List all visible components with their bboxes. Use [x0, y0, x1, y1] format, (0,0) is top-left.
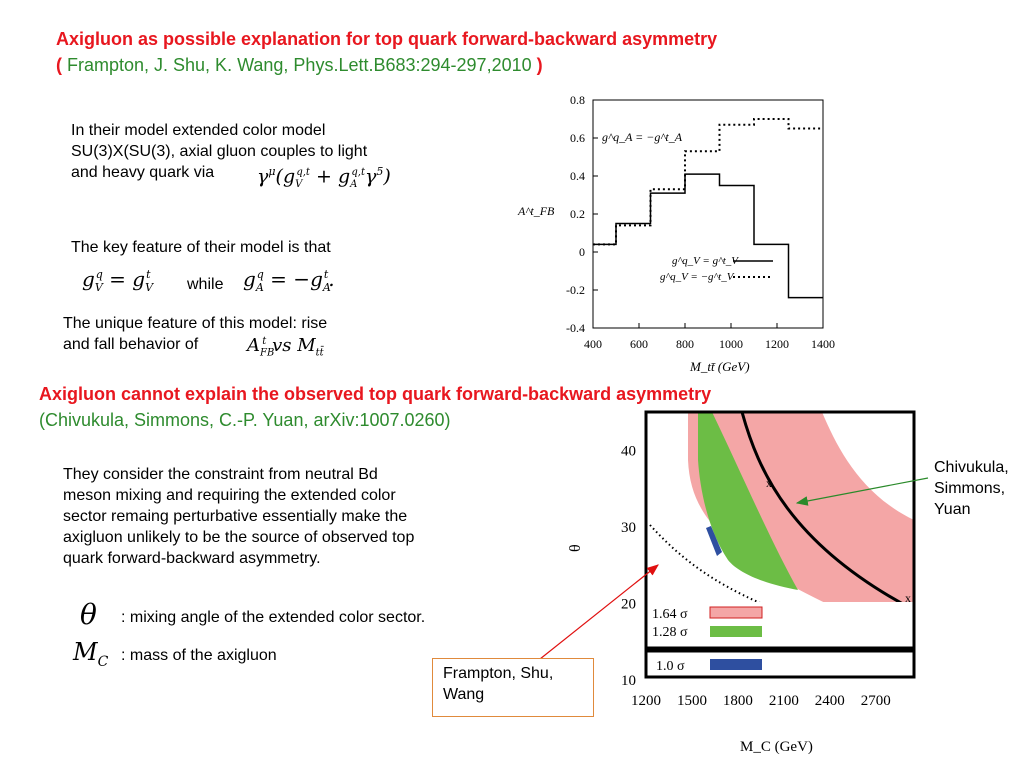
marker-x: x [905, 591, 911, 605]
while-word: while [187, 276, 224, 293]
chivukula-label-line: Simmons, [934, 480, 1006, 497]
paragraph-line: axigluon unlikely to be the source of ob… [63, 529, 415, 546]
afb-ticks: 400 600 800 1000 1200 1400 0.8 0.6 0.4 0.2 0 -0.2 -0… [566, 93, 835, 351]
unique-feature-text: The unique feature of this model: rise a… [63, 313, 403, 355]
exclusion-x-tick-label: 2700 [861, 693, 891, 709]
unique-line: The unique feature of this model: rise [63, 315, 328, 332]
exclusion-y-tick-label: 40 [621, 443, 636, 459]
chivukula-label-line: Yuan [934, 501, 971, 518]
frampton-label: Frampton, Shu, Wang [432, 658, 594, 717]
theta-definition: : mixing angle of the extended color sec… [121, 609, 426, 626]
afb-x-tick-label: 1000 [719, 337, 743, 351]
constraint-paragraph: They consider the constraint from neutra… [63, 464, 513, 569]
model-line: and heavy quark via [71, 164, 215, 181]
paragraph-line: meson mixing and requiring the extended … [63, 487, 396, 504]
exclusion-plot-frame [644, 410, 916, 650]
afb-y-tick-label: -0.4 [566, 321, 585, 335]
afb-y-tick-label: 0 [579, 245, 585, 259]
marker-x: x [766, 476, 772, 490]
section2-title: Axigluon cannot explain the observed top… [39, 384, 712, 404]
vector-coupling-equation: gVq = gVt [82, 267, 154, 294]
exclusion-xlabel: M_C (GeV) [740, 739, 813, 755]
model-line: SU(3)X(SU(3), axial gluon couples to lig… [71, 143, 368, 160]
exclusion-x-tick-label: 1800 [723, 693, 753, 709]
afb-x-tick-label: 400 [584, 337, 602, 351]
afb-y-tick-label: 0.2 [570, 207, 585, 221]
afb-y-tick-label: 0.6 [570, 131, 585, 145]
exclusion-chart: x x 1.64 σ 1.28 σ 1.0 σ 1200 1500 1800 2100… [567, 410, 916, 755]
afb-y-tick-label: 0.8 [570, 93, 585, 107]
mc-definition: : mass of the axigluon [121, 647, 277, 664]
legend-box-lower [644, 649, 916, 679]
legend-1p0-swatch [710, 659, 762, 670]
afb-series-vv-equal [593, 173, 823, 299]
afb-x-tick-label: 1400 [811, 337, 835, 351]
afb-ylabel: A^t_FB [517, 204, 555, 218]
axial-coupling-equation: gAq = −gAt. [243, 267, 335, 294]
frampton-label-line: Wang [443, 686, 485, 703]
section1-citation: Frampton, J. Shu, K. Wang, Phys.Lett.B68… [62, 55, 537, 75]
afb-vs-mtt-expression: AFBt vs Mtt̄ [247, 335, 324, 359]
afb-y-tick-label: 0.4 [570, 169, 585, 183]
afb-x-tick-label: 600 [630, 337, 648, 351]
exclusion-y-tick-label: 20 [621, 596, 636, 612]
legend-1p0-label: 1.0 σ [656, 659, 685, 674]
legend-1p64-label: 1.64 σ [652, 607, 688, 622]
paragraph-line: sector remaing perturbative essentially … [63, 508, 408, 525]
section2-citation: (Chivukula, Simmons, C.-P. Yuan, arXiv:1… [39, 410, 451, 430]
unique-line: and fall behavior of [63, 336, 199, 353]
exclusion-ticks: 1200 1500 1800 2100 2400 2700 40 30 20 10 [621, 443, 891, 709]
mc-symbol: MC [73, 638, 109, 670]
afb-xlabel: M_tt̄ (GeV) [689, 359, 750, 374]
exclusion-y-tick-label: 30 [621, 520, 636, 536]
chivukula-label-line: Chivukula, [934, 459, 1009, 476]
afb-y-tick-label: -0.2 [566, 283, 585, 297]
exclusion-x-tick-label: 2400 [815, 693, 845, 709]
band-1p28-sigma [698, 412, 798, 590]
exclusion-x-tick-label: 2100 [769, 693, 799, 709]
band-1p0-sigma [706, 526, 722, 556]
model-line: In their model extended color model [71, 122, 326, 139]
frampton-label-line: Frampton, Shu, [443, 665, 554, 682]
afb-annotation: g^q_A = −g^t_A [602, 130, 683, 144]
exclusion-y-tick-label: 10 [621, 673, 636, 689]
section1-title: Axigluon as possible explanation for top… [56, 29, 718, 49]
chivukula-label: Chivukula, Simmons, Yuan [934, 457, 1024, 520]
exclusion-x-tick-label: 1500 [677, 693, 707, 709]
theta-symbol: θ [80, 598, 97, 631]
legend-1p64-swatch [709, 606, 763, 619]
legend-1p28-swatch [710, 626, 762, 637]
citation-close-paren: ) [536, 55, 543, 75]
perturbative-boundary [649, 524, 910, 648]
exclusion-x-tick-label: 1200 [631, 693, 661, 709]
afb-legend-dotted-label: g^q_V = −g^t_V [660, 271, 735, 283]
exclusion-ylabel: θ [567, 544, 584, 552]
paragraph-line: quark forward-backward asymmetry. [63, 550, 321, 567]
citation-open-paren: ( [56, 55, 62, 75]
afb-x-tick-label: 800 [676, 337, 694, 351]
afb-series-vv-opposite [593, 118, 823, 246]
key-feature-text: The key feature of their model is that [71, 239, 331, 256]
section1-citation-line: ( Frampton, J. Shu, K. Wang, Phys.Lett.B… [56, 55, 543, 76]
model-description: In their model extended color model SU(3… [71, 120, 471, 183]
legend-box-upper [646, 602, 914, 648]
coupling-formula: γμ(gVq,t + gAq,tγ5) [257, 165, 391, 191]
afb-legend-solid-label: g^q_V = g^t_V [672, 255, 739, 267]
afb-chart: 400 600 800 1000 1200 1400 0.8 0.6 0.4 0.2 0 -0.2 -0… [517, 93, 835, 374]
legend-1p28-label: 1.28 σ [652, 625, 688, 640]
contour-line [740, 412, 914, 612]
afb-x-tick-label: 1200 [765, 337, 789, 351]
paragraph-line: They consider the constraint from neutra… [63, 466, 378, 483]
